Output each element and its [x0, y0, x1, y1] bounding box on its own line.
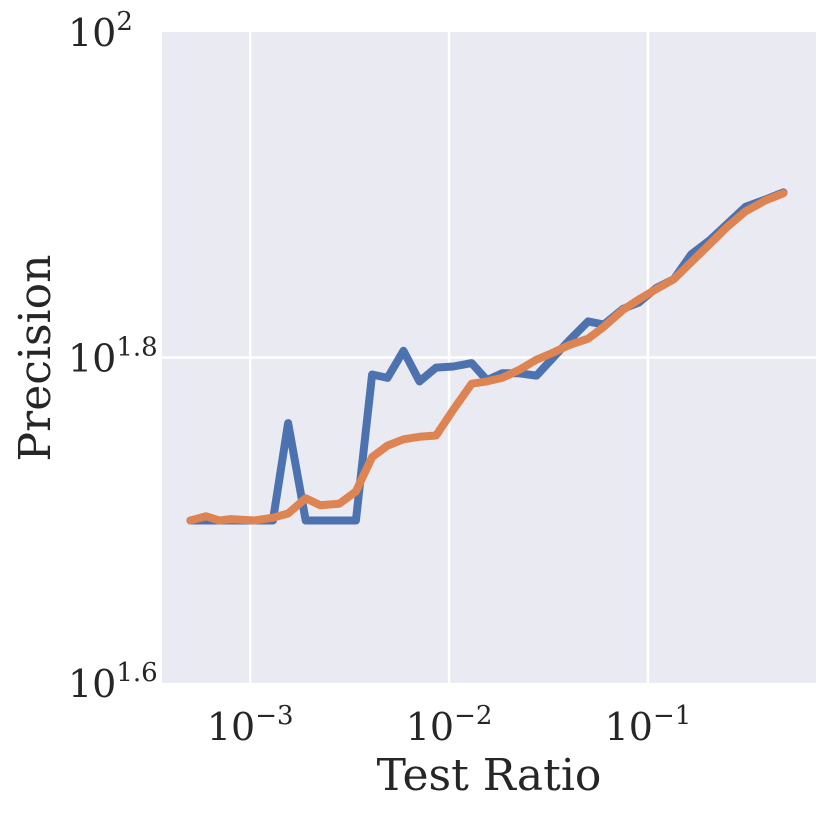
grid-lines	[162, 32, 816, 683]
series-lines	[186, 188, 788, 525]
y-tick-label: 101.8	[68, 332, 158, 380]
x-tick-label: 10−2	[406, 701, 493, 749]
tick-labels: 10−3 10−2 10−1 101.6 101.8 102	[68, 7, 691, 749]
y-tick-label: 102	[68, 7, 133, 55]
y-tick-label: 101.6	[68, 658, 158, 706]
x-tick-label: 10−3	[207, 701, 294, 749]
y-axis-label: Precision	[10, 255, 61, 462]
x-tick-label: 10−1	[605, 701, 692, 749]
x-axis-label: Test Ratio	[377, 750, 602, 801]
series-line-2	[186, 189, 788, 525]
